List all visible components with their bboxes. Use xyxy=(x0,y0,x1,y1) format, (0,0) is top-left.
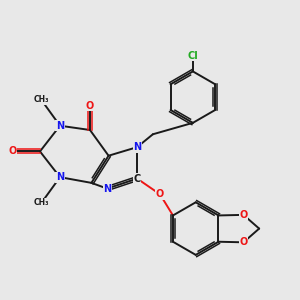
Text: O: O xyxy=(156,189,164,199)
Text: N: N xyxy=(56,172,64,182)
Text: CH₃: CH₃ xyxy=(34,198,49,207)
Text: O: O xyxy=(86,101,94,111)
Text: O: O xyxy=(239,237,247,247)
Text: Cl: Cl xyxy=(188,51,198,61)
Text: O: O xyxy=(239,210,247,220)
Text: CH₃: CH₃ xyxy=(34,95,49,104)
Text: O: O xyxy=(9,146,17,156)
Text: C: C xyxy=(134,174,141,184)
Text: N: N xyxy=(103,184,111,194)
Text: N: N xyxy=(56,121,64,131)
Text: N: N xyxy=(133,142,141,152)
